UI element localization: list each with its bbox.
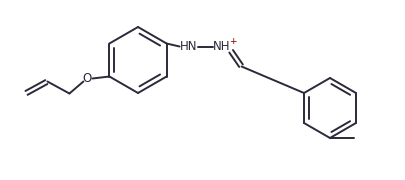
Text: +: + (229, 37, 237, 46)
Text: O: O (83, 72, 92, 85)
Text: NH: NH (213, 40, 230, 53)
Text: HN: HN (180, 40, 197, 53)
